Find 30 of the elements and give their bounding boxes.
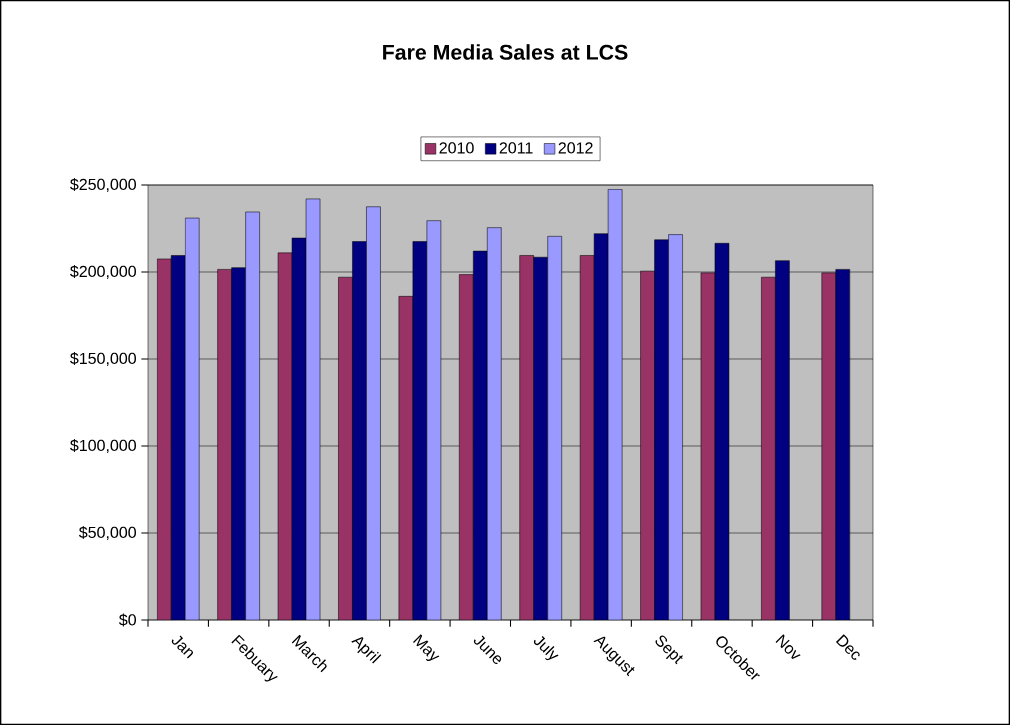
bar [366, 206, 381, 620]
bar [835, 269, 851, 620]
bar [473, 250, 488, 620]
bar [245, 211, 260, 620]
bar [654, 239, 669, 620]
bar [184, 217, 200, 620]
bar [668, 234, 683, 620]
chart-title: Fare Media Sales at LCS [383, 44, 628, 60]
legend-label: 2011 [499, 142, 533, 154]
bar [170, 255, 186, 620]
x-tick-label: Dec [835, 634, 860, 660]
y-tick-label: $200,000 [70, 265, 136, 279]
x-tick-label: May [413, 634, 440, 661]
legend-label: 2012 [558, 142, 593, 154]
bar [775, 260, 790, 620]
bar [547, 236, 562, 620]
y-tick-label: $50,000 [78, 526, 136, 540]
bar [487, 227, 502, 620]
y-tick-label: $250,000 [70, 178, 136, 192]
y-tick-label: $100,000 [70, 439, 136, 453]
bar [231, 267, 246, 620]
x-tick-label: Jan [171, 635, 194, 659]
legend-label: 2010 [439, 142, 474, 154]
bar [352, 241, 367, 620]
y-tick-label: $150,000 [70, 352, 136, 366]
x-tick-label: July [533, 636, 559, 661]
y-tick-label: $0 [119, 613, 137, 627]
x-tick-label: Nov [775, 634, 801, 659]
bar [533, 256, 548, 620]
x-tick-label: April [351, 636, 382, 664]
